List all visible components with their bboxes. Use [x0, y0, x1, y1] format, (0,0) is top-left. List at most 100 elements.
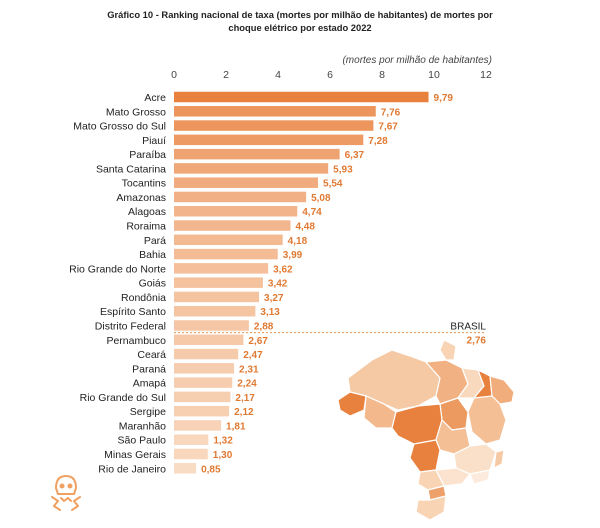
bar [174, 348, 239, 360]
value-label: 2,67 [248, 336, 268, 347]
bar [174, 448, 208, 460]
category-label: Goiás [139, 278, 166, 290]
map-state-rio-de-janeiro [469, 469, 491, 485]
bar [174, 106, 376, 117]
category-label: Santa Catarina [96, 163, 166, 175]
x-tick-label: 10 [428, 69, 440, 81]
value-label: 2,31 [239, 364, 259, 375]
value-label: 2,24 [237, 379, 257, 390]
skull-lightning-icon [51, 475, 81, 511]
map-state-rio-grande-do-sul [415, 495, 447, 521]
value-label: 5,08 [311, 193, 331, 204]
category-label: Alagoas [128, 206, 166, 218]
bar [174, 177, 319, 188]
value-label: 0,85 [201, 464, 221, 475]
bar [174, 434, 209, 445]
bar [174, 120, 374, 131]
category-label: Amapá [133, 378, 166, 390]
x-axis-unit: (mortes por milhão de habitantes) [342, 55, 492, 66]
value-label: 6,37 [345, 150, 365, 161]
value-label: 2,88 [254, 321, 274, 332]
value-label: 3,13 [260, 307, 280, 318]
value-label: 1,32 [213, 436, 233, 447]
brasil-reference: BRASIL 2,76 [174, 322, 486, 347]
category-label: Piauí [142, 135, 166, 147]
value-label: 3,42 [268, 279, 288, 290]
bar [174, 463, 197, 474]
bar [174, 320, 249, 331]
value-label: 7,28 [368, 136, 388, 147]
chart-title-line-2: choque elétrico por estado 2022 [228, 22, 372, 33]
bar [174, 191, 307, 203]
category-label: Acre [144, 92, 166, 104]
x-tick-label: 0 [171, 69, 177, 81]
value-label: 1,30 [213, 450, 233, 461]
chart-title: Gráfico 10 - Ranking nacional de taxa (m… [0, 8, 600, 34]
brasil-reference-label: BRASIL [450, 322, 486, 333]
map-state-acre [337, 391, 367, 417]
category-label: Sergipe [130, 406, 166, 418]
category-label: Rio de Janeiro [98, 463, 166, 475]
bar [174, 148, 340, 160]
brazil-map [337, 339, 515, 521]
x-tick-label: 8 [379, 69, 385, 81]
category-label: Rio Grande do Norte [69, 263, 166, 275]
value-label: 9,79 [434, 93, 454, 104]
value-label: 4,74 [302, 207, 322, 218]
x-tick-label: 6 [327, 69, 333, 81]
category-label: Espírito Santo [100, 306, 166, 318]
bar [174, 405, 230, 417]
category-label: Roraima [126, 221, 166, 233]
value-label: 2,17 [235, 393, 255, 404]
x-tick-label: 12 [480, 69, 492, 81]
map-state-espirito-santo [493, 449, 505, 469]
bar [174, 263, 269, 274]
category-label: Mato Grosso do Sul [73, 121, 166, 133]
bar [174, 291, 260, 303]
bar [174, 205, 298, 217]
value-label: 7,76 [381, 107, 401, 118]
x-tick-label: 2 [223, 69, 229, 81]
category-label: Mato Grosso [106, 106, 166, 118]
value-label: 5,54 [323, 179, 343, 190]
value-label: 2,12 [234, 407, 254, 418]
value-label: 3,62 [273, 264, 293, 275]
bar [174, 277, 263, 288]
bar [174, 420, 222, 431]
map-state-bahia [467, 395, 507, 445]
brasil-reference-value: 2,76 [467, 336, 487, 347]
category-label: Bahia [139, 249, 166, 261]
bar [174, 163, 329, 174]
value-label: 3,99 [283, 250, 303, 261]
bar [174, 391, 231, 403]
value-label: 2,47 [243, 350, 263, 361]
bar-series: Acre 9,79 Mato Grosso 7,76 Mato Grosso do Su… [69, 91, 454, 475]
category-label: Pará [144, 235, 166, 247]
category-label: Pernambuco [106, 335, 166, 347]
bar [174, 220, 291, 231]
category-label: Tocantins [122, 178, 166, 190]
bar [174, 91, 429, 103]
category-label: Minas Gerais [104, 449, 166, 461]
bar [174, 134, 364, 146]
map-state-mato-grosso-do-sul [409, 439, 441, 473]
category-label: Maranhão [119, 420, 166, 432]
bar [174, 248, 278, 260]
category-label: Ceará [137, 349, 166, 361]
bar [174, 334, 244, 346]
value-label: 5,93 [333, 164, 353, 175]
value-label: 3,27 [264, 293, 284, 304]
value-label: 7,67 [378, 122, 398, 133]
value-label: 4,48 [295, 222, 315, 233]
bar [174, 305, 256, 317]
category-label: Rondônia [121, 292, 166, 304]
category-label: Paraná [132, 363, 166, 375]
value-label: 1,81 [226, 421, 246, 432]
category-label: Paraíba [129, 149, 166, 161]
category-label: São Paulo [118, 435, 167, 447]
value-label: 4,18 [288, 236, 308, 247]
category-label: Distrito Federal [95, 320, 166, 332]
bar [174, 363, 235, 374]
bar [174, 234, 283, 246]
